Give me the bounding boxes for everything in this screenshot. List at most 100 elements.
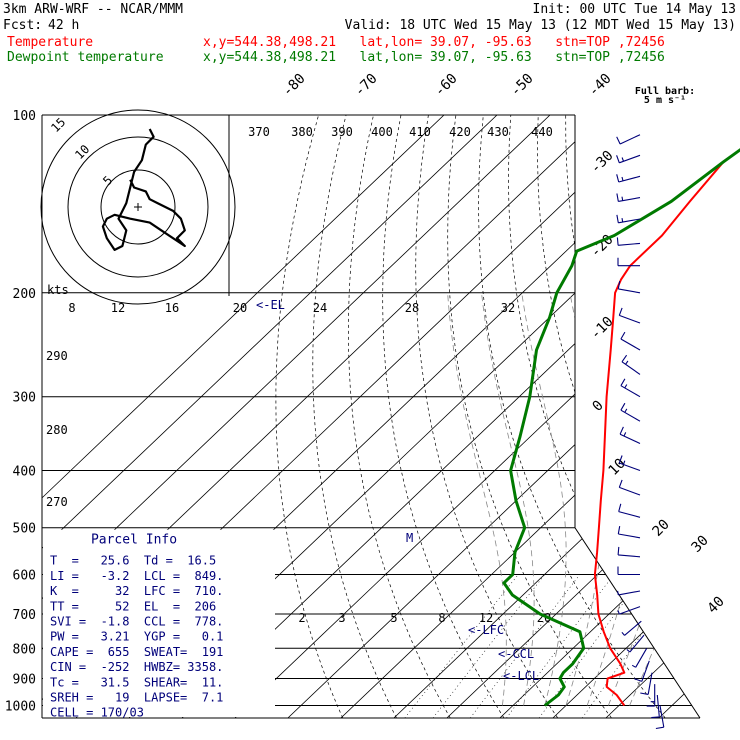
pressure-label-1000: 1000: [5, 699, 36, 714]
wind-barb: [620, 378, 641, 398]
wind-barb: [617, 546, 641, 558]
wind-barb: [618, 455, 641, 472]
dry-adiabat-380: [675, 115, 700, 718]
barb-legend-units: 5 m s⁻¹: [644, 95, 686, 106]
isotherm--40: [234, 115, 700, 718]
parcel-info-box: [43, 529, 275, 717]
wind-barb: [618, 479, 641, 496]
hodograph-ring-label-10: 10: [72, 142, 92, 162]
parcel-info-row: SVI = -1.8 CCL = 778.: [50, 615, 223, 629]
wind-barb: [616, 154, 641, 164]
isotherm-label--50: -50: [508, 71, 537, 100]
isotherm-50: [712, 115, 740, 718]
theta-label-270: 270: [46, 495, 68, 509]
mixing-ratio-label-top-24: 24: [313, 301, 327, 315]
mixing-ratio-label-top-12: 12: [111, 301, 125, 315]
dry-adiabat-250: [275, 115, 344, 718]
isotherm-label--40: -40: [586, 71, 615, 100]
hodograph-ring-3: [40, 109, 236, 305]
wind-barb: [616, 214, 641, 224]
mixing-ratio-line-8: [506, 574, 615, 718]
theta-label-430: 430: [487, 125, 509, 139]
parcel-info-row: TT = 52 EL = 206: [50, 599, 216, 613]
pressure-label-200: 200: [13, 287, 36, 302]
level-marker-lcl: <-LCL: [503, 669, 539, 683]
wind-barb: [631, 648, 648, 668]
valid-time: Valid: 18 UTC Wed 15 May 13 (12 MDT Wed …: [344, 18, 736, 33]
parcel-info-row: LI = -3.2 LCL = 849.: [50, 569, 223, 583]
isotherm-40: [658, 115, 700, 718]
model-title: 3km ARW-WRF -- NCAR/MMM: [3, 2, 184, 17]
wind-barb: [621, 354, 641, 375]
hodograph-center: [134, 203, 142, 211]
dry-adiabat-300: [447, 115, 612, 718]
isotherm-label-0: 0: [590, 398, 607, 415]
wind-barb: [617, 526, 641, 539]
theta-label-420: 420: [449, 125, 471, 139]
moist-adiabat-32: [629, 292, 700, 706]
isotherm--110: [42, 115, 498, 718]
mixing-ratio-line-3: [432, 574, 546, 718]
isotherm-label-30: 30: [689, 533, 712, 556]
wind-barb: [617, 281, 641, 294]
theta-label-380: 380: [291, 125, 313, 139]
pressure-label-100: 100: [13, 109, 36, 124]
wind-barb: [621, 620, 642, 636]
parcel-info-row: PW = 3.21 YGP = 0.1: [50, 630, 223, 644]
isotherm-label--30: -30: [588, 148, 617, 177]
wind-barb: [634, 660, 650, 682]
moist-adiabat-8: [447, 292, 507, 706]
isotherm--120: [42, 115, 445, 718]
mixing-ratio-label-top-20: 20: [233, 301, 247, 315]
moist-adiabat-16: [521, 292, 567, 706]
pressure-label-700: 700: [13, 608, 36, 623]
parcel-info-title: Parcel Info: [91, 533, 177, 548]
mixing-ratio-label-3: 3: [338, 611, 345, 625]
init-time: Init: 00 UTC Tue 14 May 13: [532, 2, 737, 17]
forecast-hour-label: Fcst:: [3, 18, 43, 33]
theta-label-400: 400: [371, 125, 393, 139]
dry-adiabat-340: [565, 115, 700, 718]
isotherm--50: [181, 115, 700, 718]
moist-adiabat-28: [608, 292, 700, 706]
pressure-label-300: 300: [13, 391, 36, 406]
pressure-label-600: 600: [13, 568, 36, 583]
mixing-ratio-line-12: [538, 574, 645, 718]
isotherm-label--70: -70: [352, 71, 381, 100]
parcel-info-row: K = 32 LFC = 710.: [50, 584, 223, 598]
wind-barb: [616, 134, 641, 145]
wind-barb: [626, 634, 645, 653]
parcel-info-row: T = 25.6 Td = 16.5: [50, 554, 216, 568]
wind-barb: [619, 426, 641, 444]
pressure-label-400: 400: [13, 465, 36, 480]
theta-label-410: 410: [409, 125, 431, 139]
mixing-ratio-label-2: 2: [298, 611, 305, 625]
wind-barb: [617, 606, 641, 615]
dewpoint-location-info: x,y=544.38,498.21 lat,lon= 39.07, -95.63…: [203, 50, 665, 65]
level-marker-el: <-EL: [256, 298, 285, 312]
isotherm-10: [499, 115, 700, 718]
parcel-info-row: CAPE = 655 SWEAT= 191: [50, 645, 223, 659]
wind-barb: [616, 174, 641, 183]
isotherm-label-20: 20: [650, 517, 673, 540]
barb-legend-title: Full barb:: [635, 86, 695, 97]
wind-barb: [620, 402, 641, 422]
isotherm--30: [287, 115, 700, 718]
isotherm--10: [393, 115, 700, 718]
hodograph-ring-1: [100, 169, 176, 245]
mixing-ratio-label-top-16: 16: [165, 301, 179, 315]
hodograph-trace: [101, 128, 186, 251]
theta-label-370: 370: [248, 125, 270, 139]
mixing-ratio-label-8: 8: [438, 611, 445, 625]
level-marker-m: M: [406, 531, 413, 545]
isotherm-label-10: 10: [606, 456, 629, 479]
isotherm-20: [552, 115, 700, 718]
temperature-location-info: x,y=544.38,498.21 lat,lon= 39.07, -95.63…: [203, 35, 665, 50]
wind-barb: [651, 694, 660, 719]
parcel-info-row: Tc = 31.5 SHEAR= 11.: [50, 675, 223, 689]
dry-adiabat-310: [478, 115, 666, 718]
parcel-info-row: CELL = 170/03: [50, 706, 144, 720]
theta-label-290: 290: [46, 349, 68, 363]
